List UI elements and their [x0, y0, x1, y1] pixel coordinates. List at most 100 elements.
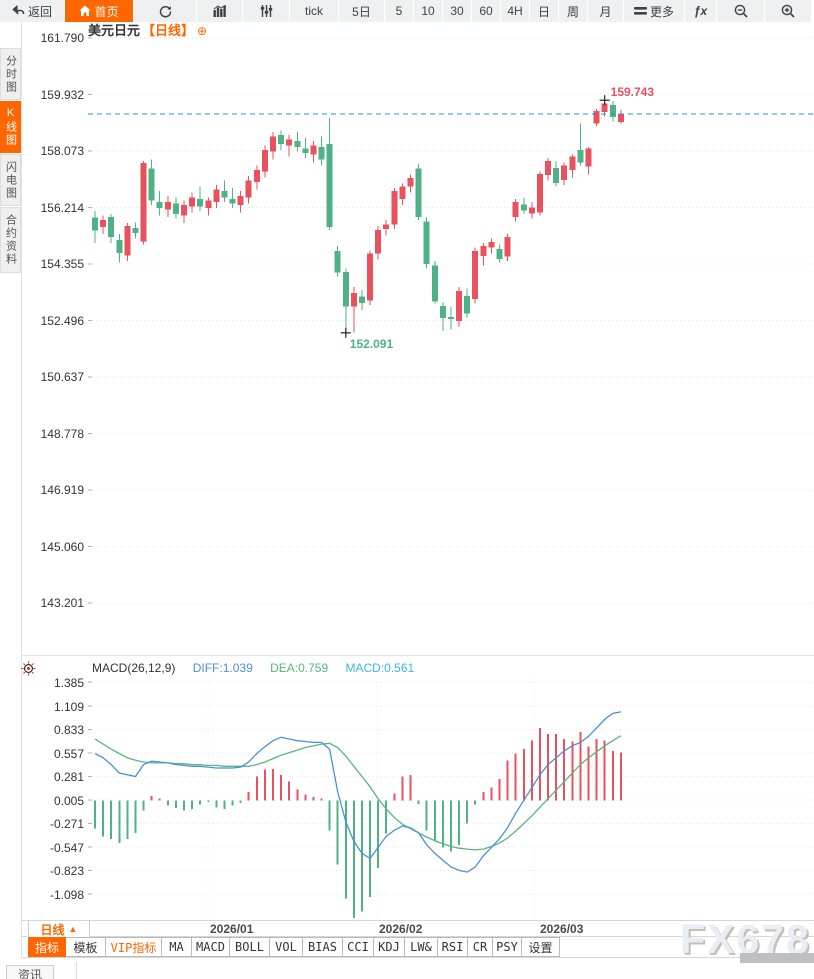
- toolbar-button-refresh[interactable]: [134, 0, 196, 22]
- toolbar-button-label: 4H: [507, 4, 523, 18]
- macd-axis-tick: 0.557: [53, 746, 84, 761]
- macd-axis-tick: 0.281: [53, 770, 84, 785]
- indicator-tab-BIAS[interactable]: BIAS: [303, 937, 343, 957]
- price-axis-tick: 161.790: [40, 31, 84, 45]
- indicator-tab-[interactable]: 设置: [522, 937, 560, 957]
- time-axis-label: 2026/01: [210, 922, 254, 936]
- low-price-label: 152.091: [349, 336, 394, 351]
- sidebar-tab-4[interactable]: 合约资料: [0, 207, 21, 273]
- indicator-tab-CR[interactable]: CR: [468, 937, 493, 957]
- price-axis-tick: 156.214: [40, 200, 84, 215]
- toolbar-button-4h[interactable]: 4H: [501, 0, 529, 22]
- toolbar-button-label: 10: [421, 4, 435, 18]
- indicator-tabs-row: 指标 模板 VIP指标 MA MACD BOLL VOL BIAS CCI KDJ LW& RSI CR…: [22, 937, 814, 958]
- toolbar-button-label: 5日: [352, 4, 371, 19]
- chart-title: 美元日元 【日线】 ⊕: [88, 20, 207, 39]
- horizontal-scrollbar-thumb[interactable]: [740, 953, 814, 963]
- toolbar-button-5d[interactable]: 5日: [339, 0, 384, 22]
- macd-chart[interactable]: [88, 678, 814, 922]
- toolbar: 返回 首页 tick 5日 5 10 30 60 4H 日 周 月 更多 ƒx: [0, 0, 814, 22]
- refresh-icon: [159, 5, 172, 18]
- period-selector-label: 日线: [40, 922, 65, 937]
- sidebar-tab-2[interactable]: K线图: [0, 101, 21, 153]
- time-axis-label: 2026/02: [379, 922, 423, 936]
- toolbar-button-zoom-in[interactable]: [765, 0, 811, 22]
- symbol-name: 美元日元: [88, 23, 141, 38]
- toolbar-button-indicators[interactable]: [243, 0, 289, 22]
- macd-axis-tick: -1.098: [49, 887, 84, 902]
- sidebar-tab-1[interactable]: 分时图: [0, 48, 21, 100]
- indicator-tab-[interactable]: 指标: [28, 937, 66, 957]
- price-axis-tick: 145.060: [40, 539, 84, 554]
- sliders-icon: [260, 5, 273, 17]
- price-axis-tick: 146.919: [40, 483, 84, 497]
- macd-hist-value: MACD:0.561: [345, 661, 415, 675]
- macd-params-label: MACD(26,12,9): [92, 661, 176, 675]
- toolbar-button-label: tick: [305, 4, 323, 18]
- toolbar-button-label: 60: [479, 4, 493, 18]
- toolbar-button-chart-type[interactable]: [197, 0, 242, 22]
- menu-icon: [633, 6, 647, 16]
- macd-axis-tick: -0.271: [49, 817, 84, 832]
- zoom-out-icon: [734, 4, 748, 18]
- indicator-tab-VIP[interactable]: VIP指标: [106, 937, 162, 957]
- macd-axis-tick: 0.005: [53, 793, 84, 808]
- indicator-tab-VOL[interactable]: VOL: [270, 937, 303, 957]
- toolbar-button-zoom-out[interactable]: [717, 0, 764, 22]
- indicator-tab-RSI[interactable]: RSI: [438, 937, 468, 957]
- macd-axis-tick: -0.823: [49, 864, 84, 879]
- sidebar-tab-3[interactable]: 闪电图: [0, 154, 21, 206]
- back-arrow-icon: [12, 5, 25, 17]
- macd-axis-tick: -0.547: [49, 840, 84, 855]
- toolbar-button-label: 30: [450, 4, 464, 18]
- macd-header: MACD(26,12,9) DIFF:1.039 DEA:0.759 MACD:…: [92, 661, 428, 675]
- price-axis-tick: 143.201: [40, 596, 84, 610]
- indicator-tab-[interactable]: 模板: [66, 937, 106, 957]
- news-tab[interactable]: 资讯: [6, 965, 54, 979]
- left-sidebar: 分时图 K线图 闪电图 合约资料: [0, 22, 22, 958]
- price-axis-tick: 152.496: [40, 313, 84, 328]
- toolbar-button-formula[interactable]: ƒx: [685, 0, 716, 22]
- macd-dea-value: DEA:0.759: [270, 661, 329, 675]
- home-icon: [79, 5, 91, 17]
- toolbar-button-label: 更多: [649, 4, 674, 19]
- indicator-tab-MACD[interactable]: MACD: [192, 937, 230, 957]
- price-axis-tick: 148.778: [40, 426, 84, 441]
- toolbar-button-back[interactable]: 返回: [0, 0, 64, 22]
- pane-divider: [22, 655, 814, 656]
- period-selector[interactable]: 日线 ▲: [28, 921, 90, 937]
- toolbar-button-label: 周: [566, 4, 579, 19]
- add-indicator-icon[interactable]: ⊕: [197, 24, 208, 38]
- time-axis-label: 2026/03: [540, 922, 584, 936]
- toolbar-button-5min[interactable]: 5: [385, 0, 413, 22]
- indicator-settings-sun-icon[interactable]: [21, 661, 36, 676]
- macd-diff-value: DIFF:1.039: [192, 661, 253, 675]
- toolbar-button-home[interactable]: 首页: [65, 0, 133, 22]
- caret-up-icon: ▲: [68, 924, 78, 934]
- toolbar-button-30min[interactable]: 30: [443, 0, 471, 22]
- toolbar-button-week[interactable]: 周: [559, 0, 587, 22]
- toolbar-button-10min[interactable]: 10: [414, 0, 442, 22]
- toolbar-button-label: ƒx: [693, 4, 708, 18]
- indicator-tab-BOLL[interactable]: BOLL: [230, 937, 270, 957]
- indicator-tab-MA[interactable]: MA: [162, 937, 192, 957]
- indicator-tab-PSY[interactable]: PSY: [493, 937, 522, 957]
- toolbar-button-day[interactable]: 日: [530, 0, 558, 22]
- toolbar-button-60min[interactable]: 60: [472, 0, 500, 22]
- price-axis-tick: 159.932: [40, 87, 84, 102]
- toolbar-button-month[interactable]: 月: [588, 0, 623, 22]
- indicator-tab-KDJ[interactable]: KDJ: [374, 937, 405, 957]
- macd-axis-tick: 0.833: [53, 723, 84, 738]
- indicator-tab-LW[interactable]: LW&: [405, 937, 438, 957]
- toolbar-button-more[interactable]: 更多: [624, 0, 684, 22]
- time-axis-row: 日线 ▲ 2026/01 2026/02 2026/03: [22, 920, 814, 937]
- price-axis-tick: 150.637: [40, 370, 84, 384]
- bar-chart-icon: [213, 5, 227, 17]
- candlestick-chart[interactable]: [88, 30, 814, 655]
- toolbar-button-label: 5: [395, 4, 403, 18]
- period-tag: 【日线】: [142, 23, 195, 38]
- high-price-label: 159.743: [610, 85, 655, 100]
- indicator-tab-CCI[interactable]: CCI: [343, 937, 374, 957]
- toolbar-button-tick[interactable]: tick: [290, 0, 338, 22]
